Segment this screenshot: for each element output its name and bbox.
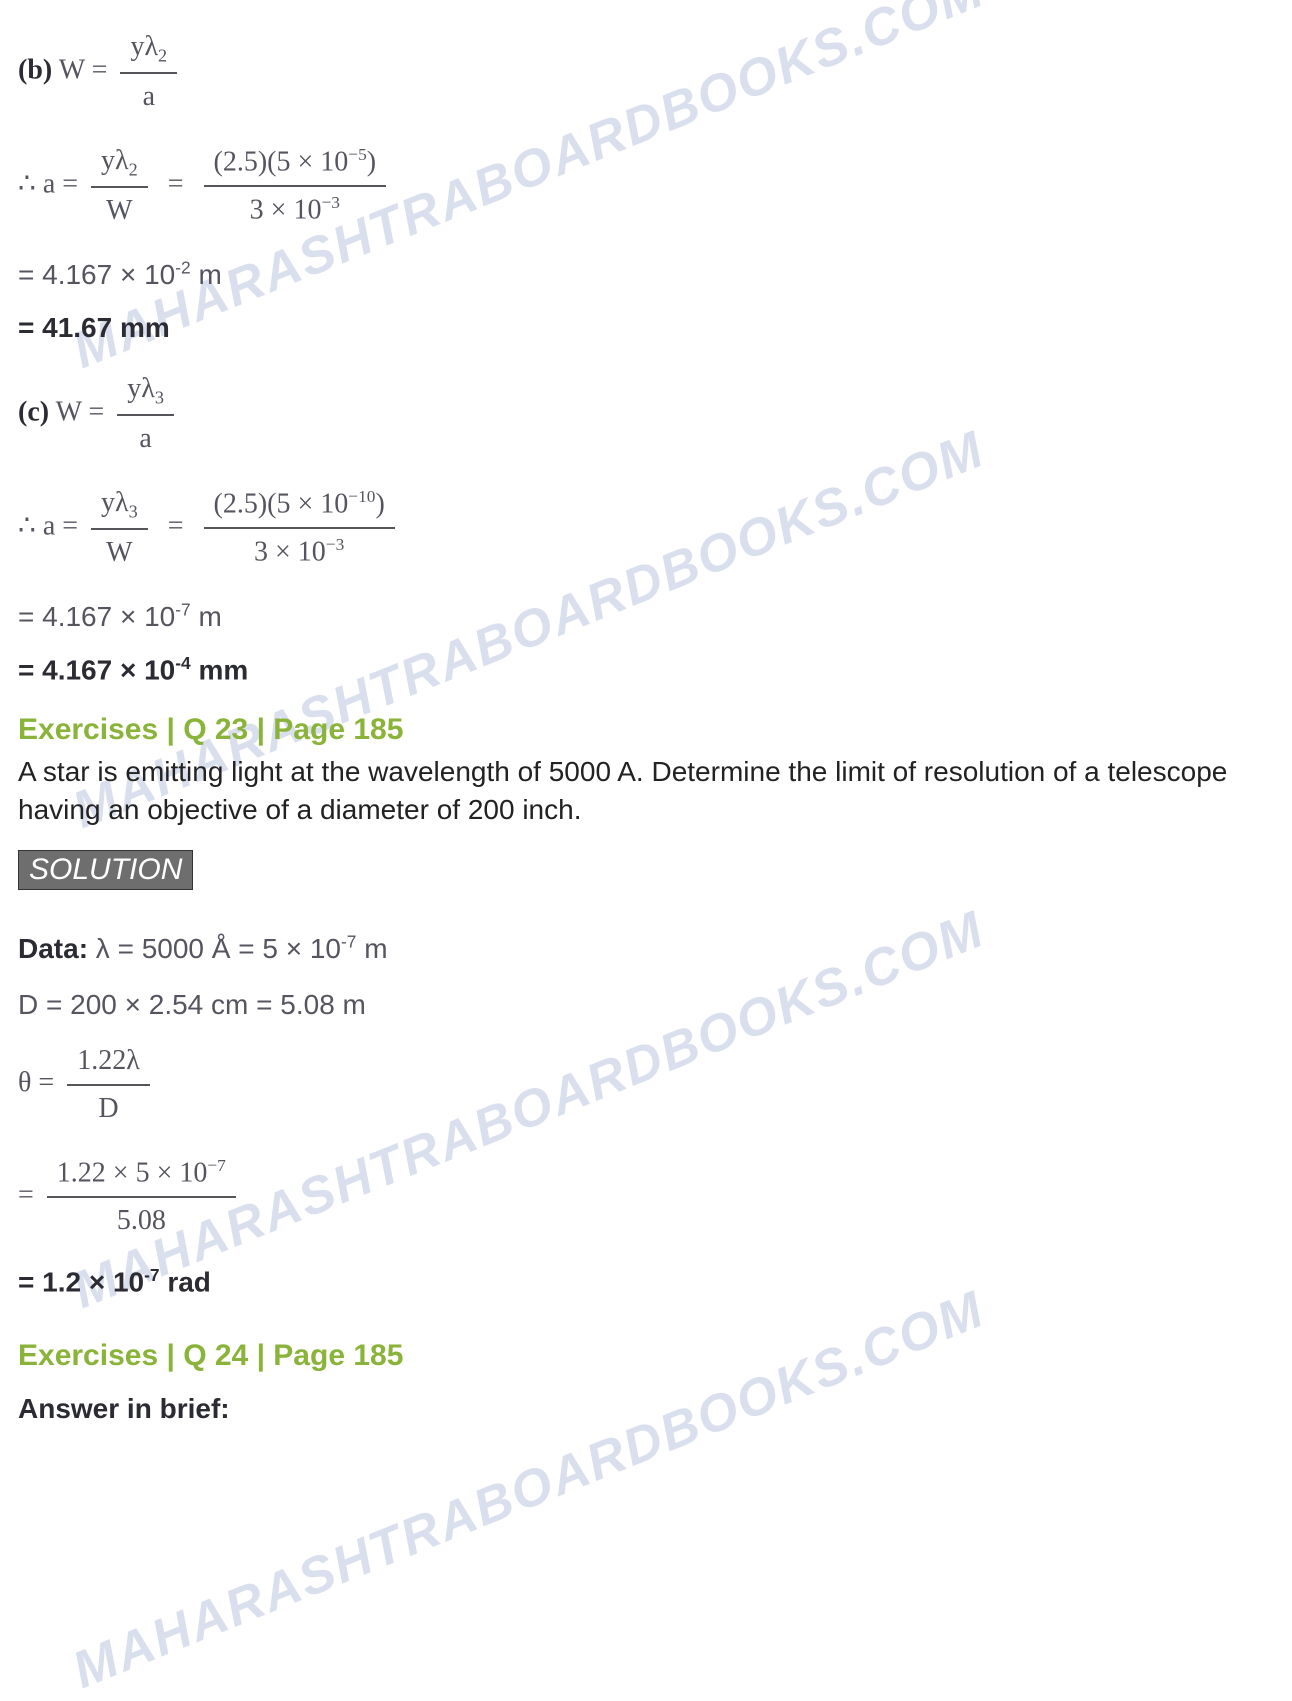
result-exp: -7 [175, 599, 190, 619]
frac-sub: 3 [155, 387, 164, 407]
data-label: Data: [18, 933, 88, 964]
frac-num: yλ [101, 145, 129, 176]
result-exp: -4 [175, 653, 190, 673]
part-b-result-2: = 41.67 mm [18, 312, 1274, 344]
frac-den: D [67, 1084, 150, 1128]
theta-lhs: θ = [18, 1067, 54, 1098]
data-unit: m [356, 933, 387, 964]
part-b-formula: (b) W = yλ2 a [18, 28, 1274, 116]
q23-D-line: D = 200 × 2.54 cm = 5.08 m [18, 986, 1274, 1024]
part-b-result-1: = 4.167 × 10-2 m [18, 256, 1274, 294]
frac-den: W [91, 528, 148, 572]
frac-den: 5.08 [47, 1196, 236, 1240]
frac-num-exp: −5 [348, 145, 366, 164]
fraction: (2.5)(5 × 10−5) 3 × 10−3 [204, 143, 387, 229]
ans-pre: = 1.2 × 10 [18, 1267, 144, 1298]
fraction: 1.22 × 5 × 10−7 5.08 [47, 1154, 236, 1240]
part-c-formula: (c) W = yλ3 a [18, 370, 1274, 458]
result-pre: = 4.167 × 10 [18, 655, 175, 686]
part-b-derivation: ∴ a = yλ2 W = (2.5)(5 × 10−5) 3 × 10−3 [18, 142, 1274, 230]
fraction: yλ2 a [120, 28, 177, 116]
q23-theta-formula: θ = 1.22λ D [18, 1042, 1274, 1128]
frac-den: a [117, 414, 174, 458]
fraction: yλ2 W [91, 142, 148, 230]
frac-den: a [120, 72, 177, 116]
frac-den-a: 3 × 10 [250, 194, 322, 225]
result-exp: -2 [175, 258, 190, 278]
frac-num-a: (2.5)(5 × 10 [214, 146, 349, 177]
deriv-prefix: ∴ a = [18, 168, 78, 199]
result-unit: mm [191, 655, 249, 686]
q23-answer: = 1.2 × 10-7 rad [18, 1265, 1274, 1298]
part-b-label: (b) [18, 54, 52, 85]
fraction: 1.22λ D [67, 1042, 150, 1128]
part-c-result-1: = 4.167 × 10-7 m [18, 598, 1274, 636]
frac-num-close: ) [367, 146, 376, 177]
q23-header: Exercises | Q 23 | Page 185 [18, 713, 1274, 747]
result-pre: = 4.167 × 10 [18, 601, 175, 632]
frac-sub: 2 [158, 46, 167, 66]
frac-sub: 3 [129, 501, 138, 521]
frac-num-exp: −10 [348, 487, 375, 506]
frac-num: yλ [101, 487, 129, 518]
eq-lhs: W [56, 396, 82, 427]
ans-exp: -7 [144, 1265, 159, 1285]
deriv-prefix: ∴ a = [18, 510, 78, 541]
frac-num-exp: −7 [207, 1156, 225, 1175]
q23-data-line: Data: λ = 5000 Å = 5 × 10-7 m [18, 930, 1274, 968]
frac-den-exp: −3 [326, 535, 344, 554]
fraction: (2.5)(5 × 10−10) 3 × 10−3 [204, 485, 395, 571]
q24-header: Exercises | Q 24 | Page 185 [18, 1339, 1274, 1373]
result-pre: = 4.167 × 10 [18, 259, 175, 290]
frac-den-exp: −3 [321, 193, 339, 212]
part-c-derivation: ∴ a = yλ3 W = (2.5)(5 × 10−10) 3 × 10−3 [18, 484, 1274, 572]
part-c-label: (c) [18, 396, 49, 427]
q24-subhead: Answer in brief: [18, 1393, 1274, 1425]
eq-lhs: W [59, 54, 85, 85]
q23-calc: = 1.22 × 5 × 10−7 5.08 [18, 1154, 1274, 1240]
fraction: yλ3 a [117, 370, 174, 458]
frac-num: 1.22λ [67, 1042, 150, 1084]
frac-num: yλ [130, 31, 158, 62]
frac-sub: 2 [129, 160, 138, 180]
result-unit: m [191, 259, 222, 290]
fraction: yλ3 W [91, 484, 148, 572]
frac-den-a: 3 × 10 [254, 536, 326, 567]
frac-den: W [91, 186, 148, 230]
solution-badge: SOLUTION [18, 850, 193, 890]
frac-num-close: ) [375, 488, 384, 519]
data-exp: -7 [341, 932, 356, 952]
part-c-result-2: = 4.167 × 10-4 mm [18, 653, 1274, 686]
ans-unit: rad [160, 1267, 211, 1298]
frac-num-a: (2.5)(5 × 10 [214, 488, 349, 519]
q23-text: A star is emitting light at the waveleng… [18, 753, 1274, 829]
data-pre: λ = 5000 Å = 5 × 10 [88, 933, 341, 964]
result-unit: m [191, 601, 222, 632]
frac-num: yλ [127, 373, 155, 404]
frac-num-a: 1.22 × 5 × 10 [57, 1157, 208, 1188]
